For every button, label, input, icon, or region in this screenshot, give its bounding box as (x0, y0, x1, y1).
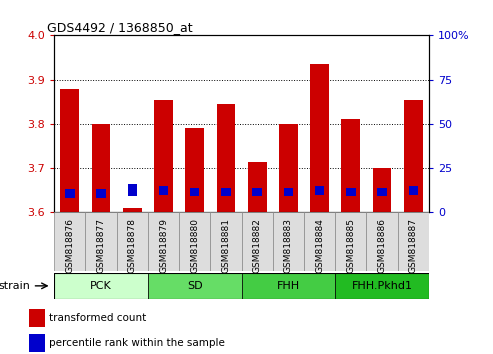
Text: GSM818886: GSM818886 (378, 218, 387, 273)
Text: GSM818879: GSM818879 (159, 218, 168, 273)
Bar (148, 273, 242, 299)
Bar (29, 334, 44, 352)
Bar (211, 212, 242, 271)
Bar (304, 212, 335, 271)
Text: GSM818880: GSM818880 (190, 218, 199, 273)
Bar (61, 88, 79, 212)
Bar (216, 104, 235, 212)
Bar (242, 273, 335, 299)
Bar (373, 168, 391, 212)
Bar (65, 189, 74, 198)
Text: SD: SD (187, 281, 203, 291)
Bar (366, 212, 398, 271)
Text: transformed count: transformed count (49, 313, 146, 323)
Text: FHH: FHH (277, 281, 300, 291)
Text: GSM818883: GSM818883 (284, 218, 293, 273)
Text: GSM818877: GSM818877 (97, 218, 106, 273)
Bar (279, 124, 298, 212)
Bar (335, 273, 429, 299)
Bar (273, 212, 304, 271)
Bar (54, 212, 85, 271)
Text: GSM818878: GSM818878 (128, 218, 137, 273)
Bar (29, 309, 44, 327)
Bar (123, 208, 141, 212)
Bar (335, 212, 366, 271)
Bar (242, 212, 273, 271)
Bar (179, 212, 211, 271)
Bar (310, 64, 329, 212)
Bar (190, 188, 199, 196)
Bar (398, 212, 429, 271)
Bar (346, 188, 355, 196)
Text: GSM818885: GSM818885 (347, 218, 355, 273)
Bar (377, 188, 387, 196)
Bar (315, 186, 324, 195)
Text: FHH.Pkhd1: FHH.Pkhd1 (352, 281, 413, 291)
Text: GSM818882: GSM818882 (253, 218, 262, 273)
Bar (409, 186, 418, 195)
Text: GSM818887: GSM818887 (409, 218, 418, 273)
Bar (284, 188, 293, 196)
Text: PCK: PCK (90, 281, 112, 291)
Bar (185, 129, 204, 212)
Bar (117, 212, 148, 271)
Text: GSM818881: GSM818881 (221, 218, 230, 273)
Bar (97, 189, 106, 198)
Bar (221, 188, 231, 196)
Bar (148, 212, 179, 271)
Bar (85, 212, 117, 271)
Bar (54, 273, 148, 299)
Bar (154, 99, 173, 212)
Text: GSM818876: GSM818876 (66, 218, 74, 273)
Bar (404, 99, 423, 212)
Bar (342, 120, 360, 212)
Text: strain: strain (0, 281, 30, 291)
Text: GSM818884: GSM818884 (315, 218, 324, 273)
Bar (92, 124, 110, 212)
Bar (248, 161, 267, 212)
Bar (128, 184, 137, 196)
Bar (252, 188, 262, 196)
Text: percentile rank within the sample: percentile rank within the sample (49, 338, 225, 348)
Text: GDS4492 / 1368850_at: GDS4492 / 1368850_at (47, 21, 192, 34)
Bar (159, 186, 168, 195)
